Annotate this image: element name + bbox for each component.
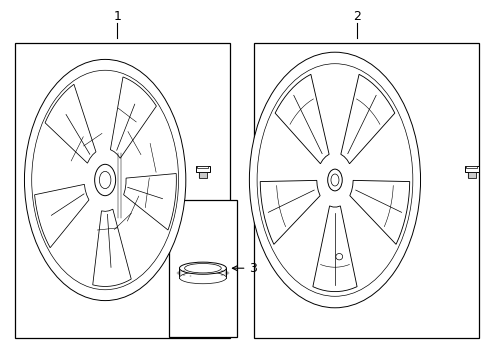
- Bar: [15, 43, 229, 338]
- Polygon shape: [260, 180, 320, 244]
- Text: 2: 2: [352, 10, 360, 23]
- Bar: [196, 166, 209, 172]
- Bar: [197, 166, 208, 168]
- Bar: [464, 166, 478, 172]
- Polygon shape: [312, 206, 356, 292]
- Polygon shape: [349, 180, 409, 244]
- Bar: [168, 200, 237, 337]
- Ellipse shape: [32, 70, 178, 290]
- Ellipse shape: [95, 164, 115, 196]
- Polygon shape: [35, 184, 89, 248]
- Ellipse shape: [179, 272, 226, 284]
- Ellipse shape: [335, 253, 342, 260]
- Bar: [179, 268, 226, 278]
- Bar: [466, 166, 476, 168]
- Ellipse shape: [257, 64, 412, 296]
- Ellipse shape: [330, 174, 338, 186]
- Polygon shape: [123, 174, 176, 230]
- Polygon shape: [340, 74, 394, 164]
- Ellipse shape: [24, 59, 185, 301]
- Polygon shape: [45, 84, 96, 163]
- Polygon shape: [93, 209, 131, 287]
- Bar: [199, 172, 206, 178]
- Text: 3: 3: [232, 262, 257, 275]
- Text: 1: 1: [113, 10, 121, 23]
- Ellipse shape: [327, 169, 342, 191]
- Polygon shape: [275, 74, 328, 164]
- Bar: [467, 172, 475, 178]
- Ellipse shape: [179, 262, 226, 274]
- Ellipse shape: [184, 264, 221, 273]
- Ellipse shape: [99, 171, 111, 189]
- Polygon shape: [110, 77, 156, 158]
- Ellipse shape: [249, 52, 420, 308]
- Bar: [254, 43, 478, 338]
